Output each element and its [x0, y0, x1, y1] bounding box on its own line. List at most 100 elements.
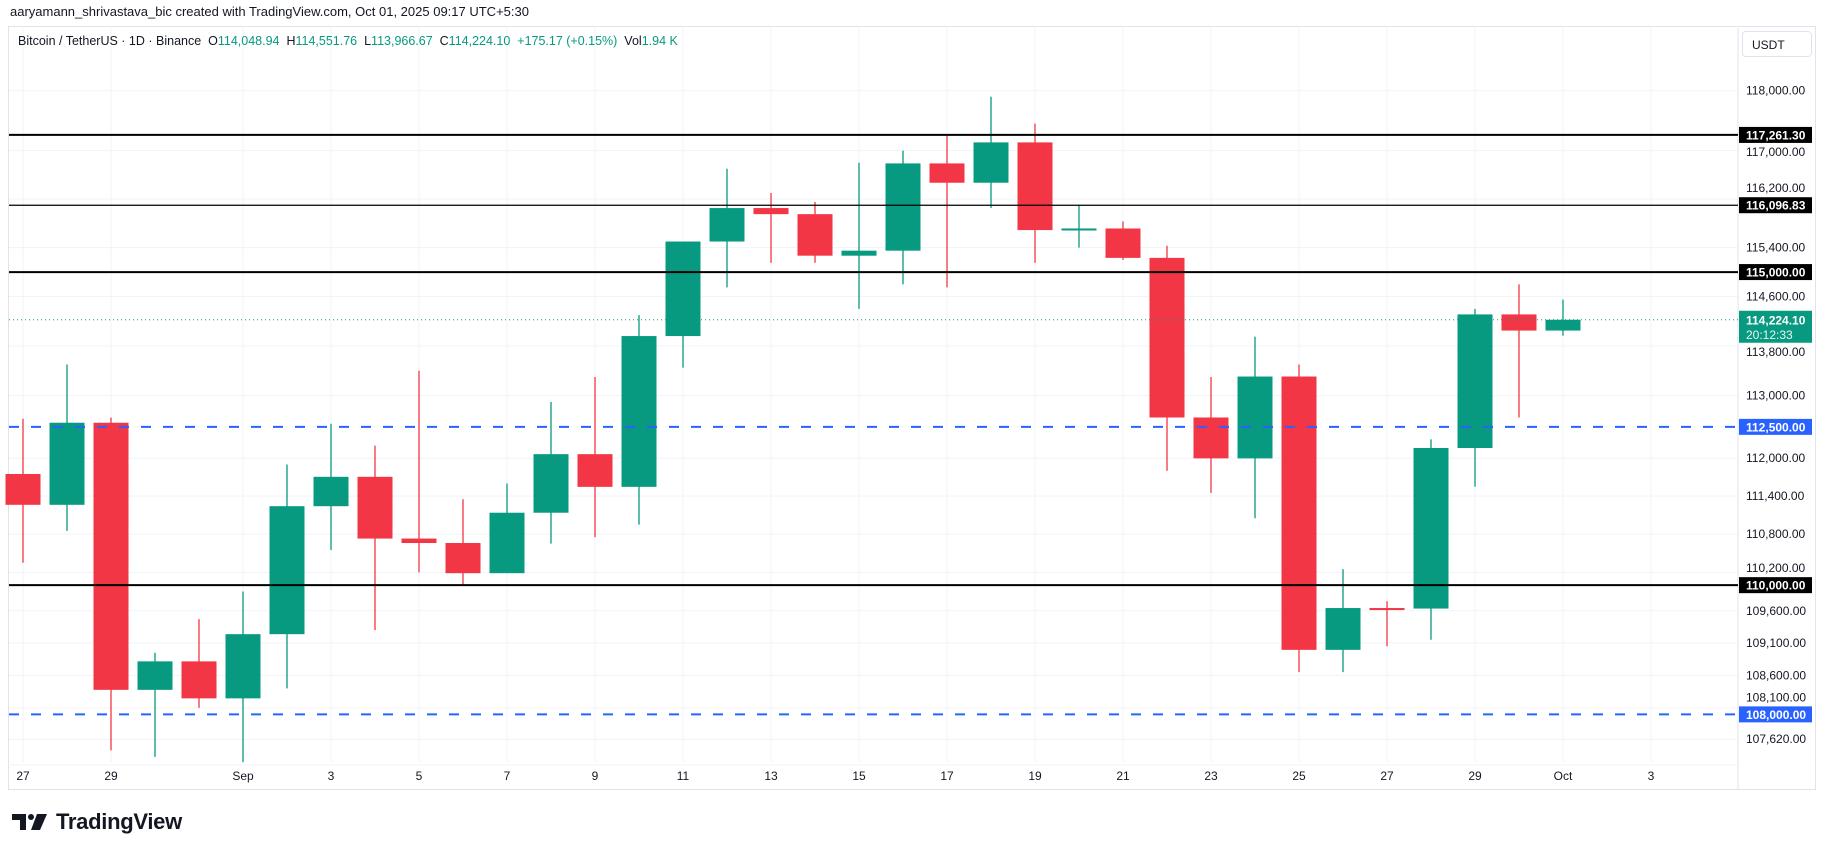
tradingview-logo[interactable]: TradingView	[12, 809, 182, 835]
open-value: 114,048.94	[217, 34, 280, 48]
date-tick-label: 29	[1468, 769, 1482, 783]
low-label: L	[364, 34, 372, 48]
volume-label: Vol	[624, 34, 642, 48]
date-tick-label: 29	[104, 769, 118, 783]
candle	[1061, 205, 1097, 248]
date-tick-label: 19	[1028, 769, 1042, 783]
candle	[357, 445, 393, 631]
candle-body	[841, 250, 877, 256]
candle	[797, 201, 833, 263]
candle-body	[1413, 448, 1449, 609]
candle	[621, 315, 657, 525]
candle-body	[973, 142, 1009, 183]
candle	[137, 652, 173, 757]
candle	[929, 135, 965, 288]
price-tick-label: 108,100.00	[1746, 690, 1806, 704]
candle-body	[1369, 608, 1405, 611]
candle-body	[313, 476, 349, 507]
low-value: 113,966.67	[371, 34, 433, 48]
candle-body	[577, 454, 613, 487]
candle-body	[93, 422, 129, 690]
chart-frame	[8, 26, 1816, 790]
level-price-label: 110,000.00	[1746, 579, 1806, 593]
price-tick-label: 117,000.00	[1746, 145, 1805, 159]
date-tick-label: 21	[1116, 769, 1130, 783]
date-tick-label: Oct	[1554, 769, 1573, 783]
candle-body	[1149, 257, 1185, 418]
candle	[5, 418, 41, 563]
candle	[1369, 601, 1405, 647]
candle-body	[445, 543, 481, 574]
candle-body	[401, 538, 437, 544]
date-tick-label: 27	[16, 769, 30, 783]
candle-body	[621, 336, 657, 487]
volume-value: 1.94 K	[641, 34, 678, 48]
level-price-tag	[1739, 577, 1812, 594]
candle	[709, 168, 745, 288]
level-price-label: 115,000.00	[1746, 266, 1806, 280]
level-price-tag	[1739, 706, 1812, 723]
candle	[753, 192, 789, 263]
candle	[1281, 364, 1317, 673]
candle-body	[753, 208, 789, 215]
open-label: O	[208, 34, 218, 48]
price-tick-label: 107,620.00	[1746, 732, 1806, 746]
price-tick-label: 115,400.00	[1746, 241, 1805, 255]
candle-body	[1061, 228, 1097, 231]
chart-credit: aaryamann_shrivastava_bic created with T…	[10, 4, 529, 19]
price-tick-label: 116,200.00	[1746, 181, 1805, 195]
candle	[49, 364, 85, 531]
level-price-tag	[1739, 418, 1812, 435]
date-tick-label: 9	[592, 769, 599, 783]
candle	[1193, 376, 1229, 493]
candle	[1325, 569, 1361, 673]
high-label: H	[286, 34, 296, 48]
currency-button[interactable]: USDT	[1742, 31, 1812, 57]
price-tick-label: 113,800.00	[1746, 345, 1805, 359]
candle-body	[1193, 417, 1229, 459]
candle-body	[1501, 314, 1537, 331]
date-tick-label: 15	[852, 769, 866, 783]
candle	[577, 376, 613, 538]
level-price-label: 116,096.83	[1746, 199, 1806, 213]
price-tick-label: 112,000.00	[1746, 451, 1805, 465]
candle-body	[885, 163, 921, 251]
candle-body	[5, 473, 41, 505]
tradingview-logo-text: TradingView	[56, 809, 182, 834]
symbol-title[interactable]: Bitcoin / TetherUS · 1D · Binance	[18, 34, 202, 48]
level-price-tag	[1739, 264, 1812, 281]
tradingview-logo-icon	[12, 814, 47, 830]
candle	[841, 162, 877, 309]
price-tick-label: 113,000.00	[1746, 389, 1805, 403]
date-tick-label: 23	[1204, 769, 1218, 783]
candle-body	[797, 214, 833, 256]
candle	[93, 417, 129, 751]
candle	[489, 483, 525, 574]
candle-body	[489, 512, 525, 574]
price-tick-label: 111,400.00	[1746, 489, 1805, 503]
date-tick-label: 27	[1380, 769, 1394, 783]
date-tick-label: 25	[1292, 769, 1306, 783]
date-tick-label: 5	[416, 769, 423, 783]
candle	[1237, 336, 1273, 519]
date-tick-label: 17	[940, 769, 954, 783]
candle	[973, 96, 1009, 209]
candle	[1545, 299, 1581, 336]
candle-body	[49, 422, 85, 505]
price-tick-label: 118,000.00	[1746, 84, 1805, 98]
bar-countdown-label: 20:12:33	[1746, 328, 1793, 342]
candle-body	[181, 661, 217, 699]
price-tick-label: 110,800.00	[1746, 527, 1805, 541]
level-price-label: 108,000.00	[1746, 708, 1806, 722]
candle	[401, 370, 437, 573]
price-tick-label: 108,600.00	[1746, 668, 1806, 682]
candle-body	[1237, 376, 1273, 459]
candle-body	[1281, 376, 1317, 650]
last-price-tag	[1739, 310, 1812, 343]
candle-body	[1457, 314, 1493, 449]
price-tick-label: 109,600.00	[1746, 604, 1806, 618]
candle	[1105, 221, 1141, 260]
candle	[1413, 439, 1449, 640]
last-price-label: 114,224.10	[1746, 313, 1806, 327]
